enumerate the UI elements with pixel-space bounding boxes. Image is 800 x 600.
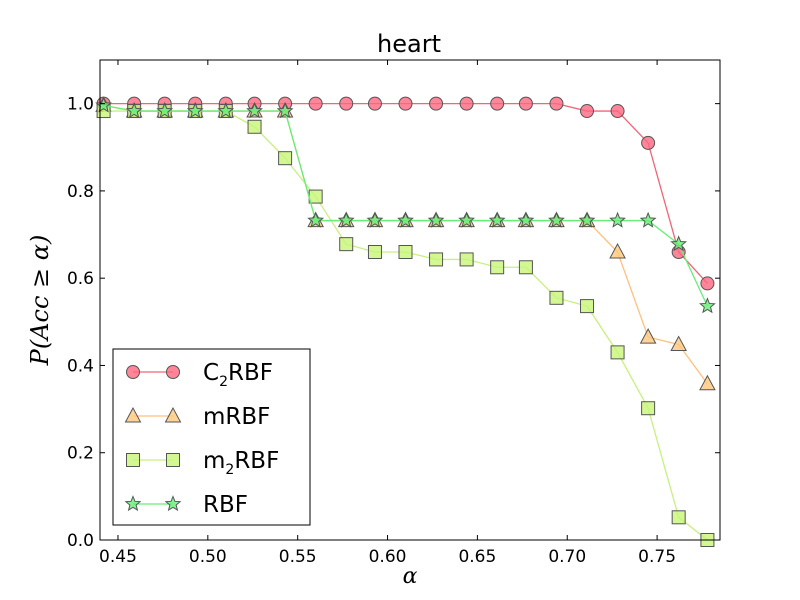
data-point [641, 135, 656, 150]
data-point [488, 211, 506, 228]
legend-marker [164, 495, 182, 512]
plot-area [95, 96, 716, 547]
data-point [427, 211, 445, 228]
data-point [247, 119, 262, 134]
data-point [339, 96, 354, 111]
data-point [429, 252, 444, 267]
data-point [125, 102, 143, 119]
data-point [699, 374, 716, 391]
data-point [490, 260, 505, 275]
data-point [670, 235, 688, 252]
data-point [367, 96, 382, 111]
data-point [458, 211, 476, 228]
data-point [397, 211, 414, 228]
legend-marker [124, 495, 142, 512]
plot-frame [99, 59, 721, 541]
data-point [217, 102, 235, 119]
legend-label: m2RBF [203, 448, 279, 478]
legend-item: m2RBF [126, 448, 279, 478]
x-tick-label: 0.55 [279, 547, 317, 567]
x-axis-label: α [403, 564, 418, 589]
legend-item: C2RBF [126, 360, 273, 390]
x-tick-label: 0.75 [638, 547, 676, 567]
data-point [339, 237, 354, 252]
data-point [156, 102, 174, 119]
data-point [337, 211, 355, 228]
legend-marker [164, 406, 182, 423]
data-point [490, 96, 505, 111]
data-point [639, 328, 657, 344]
y-axis-label: P(Acc ≥ α) [26, 235, 54, 367]
y-tick-label: 0.4 [67, 356, 94, 376]
y-tick-label: 0.8 [67, 182, 94, 202]
x-tick-label: 0.50 [189, 547, 227, 567]
data-point [367, 245, 382, 259]
data-point [246, 102, 263, 119]
legend-label: mRBF [203, 404, 270, 430]
data-point [518, 260, 533, 275]
data-point [580, 104, 595, 119]
data-point [700, 276, 715, 291]
y-axis: 0.0 0.2 0.4 0.6 0.8 1.0 [67, 95, 720, 551]
data-point [278, 151, 293, 166]
y-tick-label: 0.6 [67, 269, 94, 289]
x-tick-label: 0.45 [99, 547, 137, 567]
x-axis: 0.45 0.50 0.55 0.60 0.65 0.70 0.75 [99, 60, 676, 567]
data-point [610, 104, 625, 119]
legend-marker [166, 453, 180, 467]
data-point [276, 102, 294, 119]
data-point [580, 299, 595, 314]
y-tick-label: 0.2 [67, 444, 94, 464]
data-point [609, 211, 626, 228]
data-point [459, 96, 474, 111]
legend-marker [124, 406, 142, 423]
data-point [549, 290, 564, 305]
legend-marker [126, 365, 140, 379]
data-point [639, 211, 657, 228]
legend-marker [166, 365, 180, 379]
y-tick-label: 0.0 [67, 531, 94, 551]
legend: C2RBF mRBF m2RBF RBF [112, 348, 311, 526]
legend-label: C2RBF [203, 360, 273, 390]
data-point [398, 96, 413, 111]
data-point [548, 211, 565, 228]
data-point [308, 96, 323, 111]
data-point [610, 345, 625, 360]
chart-title: heart [377, 30, 441, 58]
legend-marker [126, 453, 140, 467]
data-point [95, 96, 113, 113]
data-point [186, 102, 204, 119]
data-point [517, 211, 535, 228]
data-point [459, 252, 474, 267]
x-tick-label: 0.65 [458, 547, 496, 567]
data-point [641, 401, 656, 416]
data-point [578, 211, 596, 228]
data-point [699, 297, 716, 314]
legend-item: mRBF [124, 404, 270, 430]
data-point [671, 510, 686, 525]
data-point [609, 242, 626, 259]
x-tick-label: 0.60 [369, 547, 407, 567]
series-RBF [95, 96, 716, 314]
legend-label: RBF [203, 492, 248, 518]
data-point [670, 335, 688, 352]
x-tick-label: 0.70 [548, 547, 586, 567]
data-point [307, 211, 325, 228]
data-point [398, 245, 413, 259]
data-point [308, 189, 323, 204]
data-point [518, 96, 533, 111]
data-point [429, 96, 444, 111]
legend-box [112, 348, 311, 526]
data-point [366, 211, 384, 228]
legend-item: RBF [124, 492, 248, 518]
data-point [549, 96, 564, 111]
y-tick-label: 1.0 [67, 95, 94, 115]
